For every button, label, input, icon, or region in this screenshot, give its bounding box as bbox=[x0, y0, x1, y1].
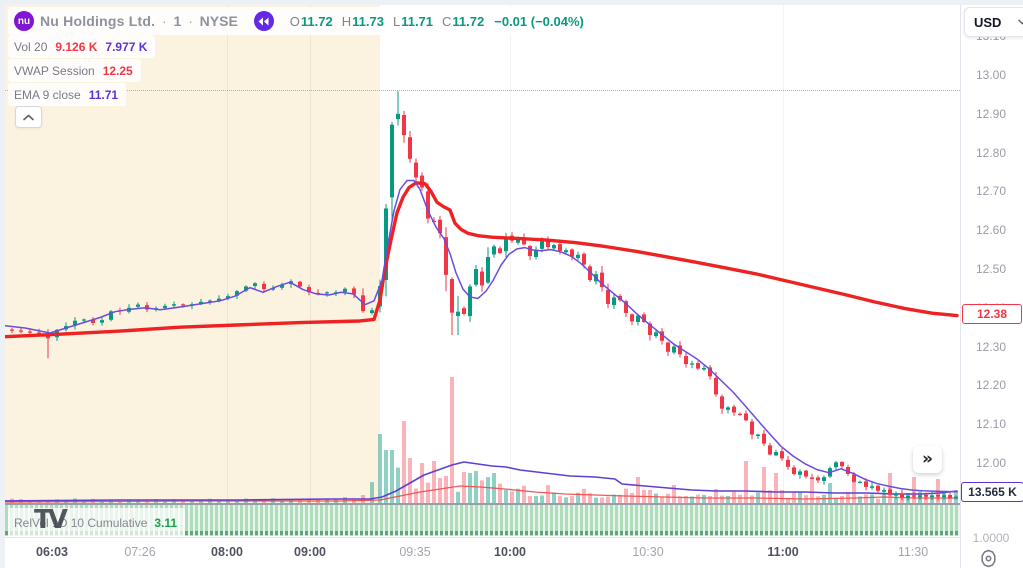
time-tick-label: 10:30 bbox=[632, 545, 664, 559]
nu-symbol-logo: nu bbox=[14, 11, 34, 31]
replay-rewind-button[interactable] bbox=[253, 11, 274, 31]
volume-ma1-value: 9.126 K bbox=[55, 39, 98, 54]
gridline bbox=[227, 5, 228, 503]
interval-label[interactable]: 1 bbox=[173, 13, 182, 29]
volume-ma2-value: 7.977 K bbox=[105, 39, 148, 54]
low-value: 11.71 bbox=[401, 13, 434, 29]
relvol-indicator-legend[interactable]: RelVol 1D 10 Cumulative 3.11 bbox=[8, 508, 186, 537]
vwap-value: 12.25 bbox=[102, 63, 133, 78]
price-tick-label: 12.90 bbox=[975, 106, 1007, 121]
separator-dot: · bbox=[188, 13, 193, 29]
price-tick-label: 12.00 bbox=[975, 456, 1007, 470]
gridline bbox=[783, 5, 784, 503]
high-value: 11.73 bbox=[352, 13, 384, 29]
relvol-value: 3.11 bbox=[154, 515, 178, 530]
relvol-bars-baseline bbox=[5, 531, 960, 535]
change-readout: −0.01 (−0.04%) bbox=[494, 13, 584, 29]
vwap-indicator-legend[interactable]: VWAP Session 12.25 bbox=[8, 59, 141, 82]
widget-top-edge bbox=[0, 0, 1023, 5]
time-tick-label: 11:30 bbox=[897, 545, 929, 559]
time-tick-label: 09:35 bbox=[399, 545, 431, 559]
double-chevron-right-icon: » bbox=[922, 448, 933, 469]
ema-indicator-legend[interactable]: EMA 9 close 11.71 bbox=[8, 83, 127, 106]
price-axis[interactable]: 13.1013.0012.9012.8012.7012.6012.5012.40… bbox=[960, 5, 1023, 568]
time-tick-label: 07:26 bbox=[124, 545, 156, 559]
price-tick-label: 12.30 bbox=[975, 339, 1007, 354]
price-tick-label: 12.70 bbox=[975, 184, 1007, 199]
fast-rewind-icon bbox=[258, 17, 269, 25]
currency-selector[interactable]: USD bbox=[964, 7, 1023, 37]
exchange-label: NYSE bbox=[199, 13, 238, 29]
price-tick-label: 12.60 bbox=[975, 223, 1007, 238]
symbol-title[interactable]: Nu Holdings Ltd. bbox=[40, 13, 156, 29]
open-value: 11.72 bbox=[300, 13, 333, 29]
collapse-legend-button[interactable] bbox=[15, 106, 42, 128]
gear-icon bbox=[980, 549, 996, 567]
time-tick-label: 10:00 bbox=[494, 545, 526, 559]
time-tick-label: 08:00 bbox=[211, 545, 243, 559]
relvol-scale-label: 1.0000 bbox=[972, 531, 1010, 545]
price-tick-label: 12.80 bbox=[975, 145, 1007, 160]
relvol-indicator-label: RelVol 1D 10 Cumulative bbox=[14, 515, 148, 530]
price-tick-label: 13.00 bbox=[975, 68, 1007, 82]
price-tick-label: 12.20 bbox=[975, 378, 1007, 393]
symbol-legend-row[interactable]: nu Nu Holdings Ltd. · 1 · NYSE O11.72 H1… bbox=[8, 7, 592, 35]
price-tick-label: 12.50 bbox=[975, 262, 1007, 276]
time-axis[interactable]: 06:03 07:26 08:00 09:00 09:35 10:00 10:30 11:00… bbox=[5, 537, 960, 568]
pane-divider[interactable] bbox=[5, 503, 960, 505]
ema-value: 11.71 bbox=[88, 87, 119, 102]
vwap-price-tag: 12.38 bbox=[962, 304, 1022, 324]
vwap-indicator-label: VWAP Session bbox=[14, 63, 95, 78]
chevron-up-icon bbox=[23, 114, 34, 120]
chart-pane[interactable] bbox=[5, 5, 960, 537]
time-tick-label: 11:00 bbox=[767, 545, 799, 559]
ohlc-readout: O11.72 H11.73 L11.71 C11.72 bbox=[289, 13, 485, 29]
currency-label: USD bbox=[974, 14, 1002, 30]
ema-indicator-label: EMA 9 close bbox=[14, 87, 81, 102]
price-tick-label: 12.10 bbox=[975, 417, 1007, 432]
chevron-down-icon bbox=[1018, 19, 1023, 25]
time-tick-label: 09:00 bbox=[294, 545, 326, 559]
time-tick-label: 06:03 bbox=[36, 545, 68, 559]
volume-ma-tag: 13.565 K bbox=[961, 482, 1023, 502]
session-high-dotted-line bbox=[5, 90, 960, 91]
scroll-to-realtime-button[interactable]: » bbox=[913, 446, 942, 473]
volume-indicator-label: Vol 20 bbox=[14, 39, 48, 54]
separator-dot: · bbox=[162, 13, 167, 29]
price-scale-settings-button[interactable] bbox=[977, 547, 999, 568]
gridline bbox=[310, 5, 311, 503]
widget-left-edge bbox=[0, 0, 5, 568]
close-value: 11.72 bbox=[452, 13, 485, 29]
volume-indicator-legend[interactable]: Vol 20 9.126 K 7.977 K bbox=[8, 35, 156, 58]
price-volume-plot[interactable] bbox=[5, 5, 960, 503]
